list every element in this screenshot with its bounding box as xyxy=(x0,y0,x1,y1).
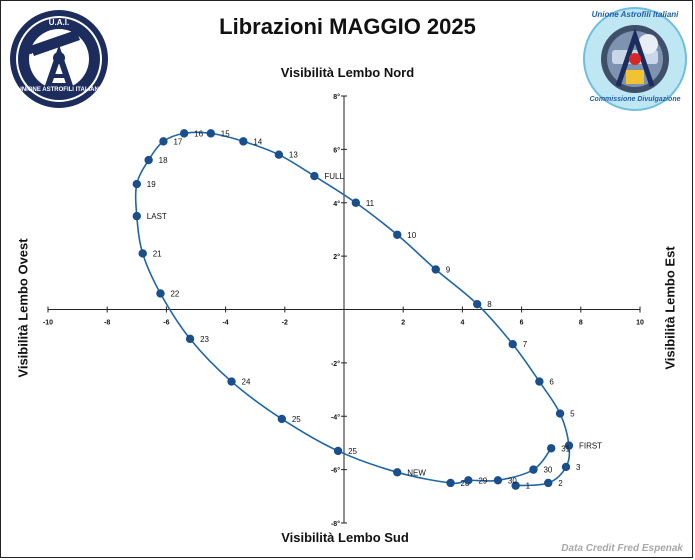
divulgazione-logo-graphic xyxy=(583,7,687,111)
data-point xyxy=(274,150,284,159)
data-point-label: 3 xyxy=(576,463,581,472)
x-tick-label: 2 xyxy=(401,320,405,327)
divulgazione-logo-name: Unione Astrofili Italiani xyxy=(591,10,679,19)
data-point-label: 17 xyxy=(173,137,182,146)
uai-logo-graphic xyxy=(10,10,108,108)
data-point xyxy=(132,211,141,221)
data-point xyxy=(561,462,571,472)
x-tick-label: -2 xyxy=(282,320,288,327)
data-point-label: 30 xyxy=(543,466,552,475)
data-point-label: 10 xyxy=(407,231,416,240)
divulgazione-logo: Unione Astrofili Italiani Commissione Di… xyxy=(582,6,688,112)
data-point-label: 28 xyxy=(461,479,470,488)
data-point-label: 15 xyxy=(221,129,230,138)
data-point xyxy=(555,409,565,418)
data-point xyxy=(446,478,455,488)
data-point xyxy=(333,446,343,456)
x-tick-label: 10 xyxy=(636,320,644,327)
x-tick-label: 6 xyxy=(520,320,524,327)
data-point xyxy=(239,137,248,146)
x-tick-label: -6 xyxy=(163,320,169,327)
data-point xyxy=(138,249,147,258)
x-tick-label: 4 xyxy=(460,320,464,327)
data-point-label: 1 xyxy=(526,482,531,491)
axis-title-bottom: Visibilità Lembo Sud xyxy=(281,530,409,545)
data-point-label: 2 xyxy=(558,479,563,488)
data-point-label: 9 xyxy=(446,265,451,274)
data-point xyxy=(310,171,319,181)
uai-logo-name: UNIONE ASTROFILI ITALIANI xyxy=(17,87,101,93)
x-tick-label: 8 xyxy=(579,320,583,327)
data-point-label: 16 xyxy=(194,129,203,138)
data-point-label: FIRST xyxy=(579,442,602,451)
divulgazione-logo-commission: Commissione Divulgazione xyxy=(589,96,681,103)
data-point-label: 31 xyxy=(561,444,570,453)
data-point-label: 14 xyxy=(253,137,262,146)
chart-title: Librazioni MAGGIO 2025 xyxy=(219,14,476,39)
data-point-label: 25 xyxy=(348,447,357,456)
data-point-label: 29 xyxy=(478,476,487,485)
data-point xyxy=(179,129,189,138)
data-point xyxy=(508,339,517,349)
data-point-label: 30 xyxy=(508,476,517,485)
data-point xyxy=(393,230,402,239)
data-point-label: 13 xyxy=(289,151,298,160)
data-point xyxy=(132,179,141,189)
data-point-label: LAST xyxy=(147,212,167,221)
data-point xyxy=(351,198,361,207)
y-tick-label: 6° xyxy=(333,146,340,154)
data-point xyxy=(529,465,538,474)
uai-logo: U.A.I. UNIONE ASTROFILI ITALIANI xyxy=(8,8,110,110)
data-point xyxy=(544,478,553,488)
data-point xyxy=(277,414,287,424)
x-tick-label: -10 xyxy=(43,320,53,327)
data-point xyxy=(156,289,165,298)
y-tick-label: -2° xyxy=(331,360,340,368)
data-point xyxy=(511,481,520,490)
y-tick-label: -8° xyxy=(331,520,340,528)
data-point xyxy=(431,265,440,274)
data-point xyxy=(564,441,574,450)
y-tick-label: 4° xyxy=(333,200,340,208)
data-point-label: 21 xyxy=(153,249,162,258)
data-point xyxy=(159,137,168,146)
x-tick-label: -4 xyxy=(222,320,228,327)
y-tick-label: -6° xyxy=(331,467,340,475)
y-tick-label: 8° xyxy=(333,93,340,101)
libration-series-line xyxy=(134,131,571,487)
data-point-label: NEW xyxy=(407,468,426,477)
data-credit: Data Credit Fred Espenak xyxy=(561,543,683,554)
data-point-label: 25 xyxy=(292,415,301,424)
x-tick-label: -8 xyxy=(104,320,110,327)
axis-title-top: Visibilità Lembo Nord xyxy=(280,65,415,80)
data-point xyxy=(464,476,473,485)
data-point-label: 8 xyxy=(487,300,492,309)
data-point xyxy=(547,444,556,453)
data-point-label: 23 xyxy=(200,335,209,344)
data-point-label: 19 xyxy=(147,180,156,189)
data-point-label: 5 xyxy=(570,410,575,419)
y-tick-label: 2° xyxy=(333,253,340,261)
data-point xyxy=(473,299,482,309)
y-tick-label: -4° xyxy=(331,413,340,421)
data-point xyxy=(393,468,402,477)
uai-logo-abbrev: U.A.I. xyxy=(48,18,70,27)
data-point xyxy=(535,377,544,386)
data-point-label: FULL xyxy=(324,172,344,181)
data-point xyxy=(227,377,236,386)
data-point-label: 11 xyxy=(366,199,375,208)
data-point-label: 18 xyxy=(159,156,168,165)
data-point xyxy=(206,129,215,138)
data-point xyxy=(144,155,153,165)
data-point xyxy=(493,476,503,485)
data-point xyxy=(185,334,195,344)
data-point-label: 6 xyxy=(549,378,554,387)
data-point-label: 7 xyxy=(523,340,528,349)
data-point-label: 22 xyxy=(170,289,179,298)
data-point-label: 24 xyxy=(242,378,251,387)
